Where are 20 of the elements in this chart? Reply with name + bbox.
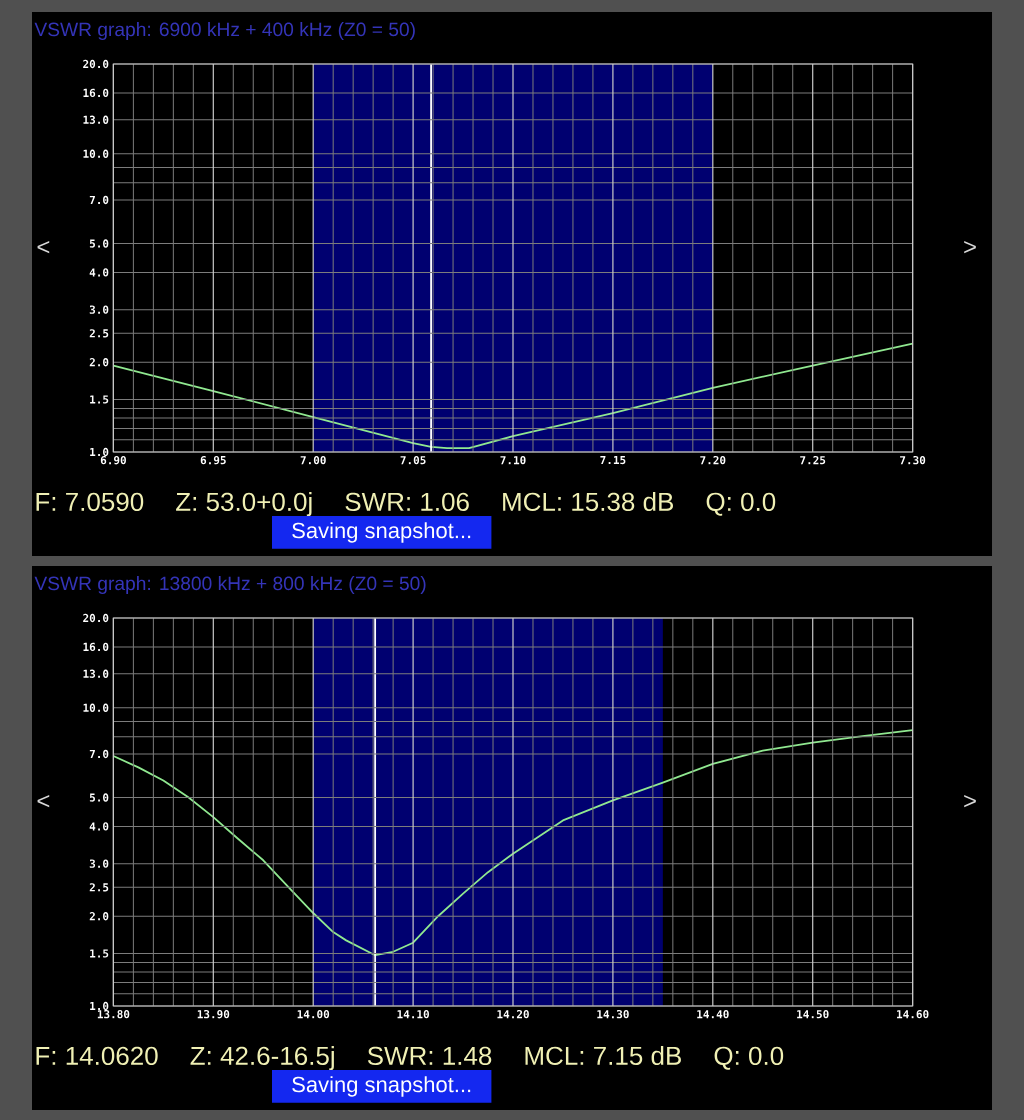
text: > [964,795,976,808]
text: F: 7.0590 [36,492,144,512]
chart-title: VSWR graph: 13800 kHz + 800 kHz (Z0 = 50) [34,576,426,594]
text: MCL: 7.15 dB [525,1045,681,1066]
text: > [964,241,976,254]
chart-title: VSWR graph: 6900 kHz + 400 kHz (Z0 = 50) [34,22,415,40]
text: Saving snapshot... [292,522,471,543]
text: SWR: 1.48 [367,1046,492,1066]
text: Z: 53.0+0.0j [176,491,312,517]
text: Q: 0.0 [706,492,776,516]
text: Saving snapshot... [292,1076,471,1097]
text: SWR: 1.06 [345,492,469,512]
text: Z: 42.6-16.5j [190,1045,334,1071]
text: F: 14.0620 [36,1046,158,1066]
text: MCL: 15.38 dB [503,491,674,512]
text: < [37,795,50,808]
text: < [37,241,50,254]
line-series [113,342,913,450]
line-series [113,729,913,957]
text: Q: 0.0 [714,1046,784,1070]
